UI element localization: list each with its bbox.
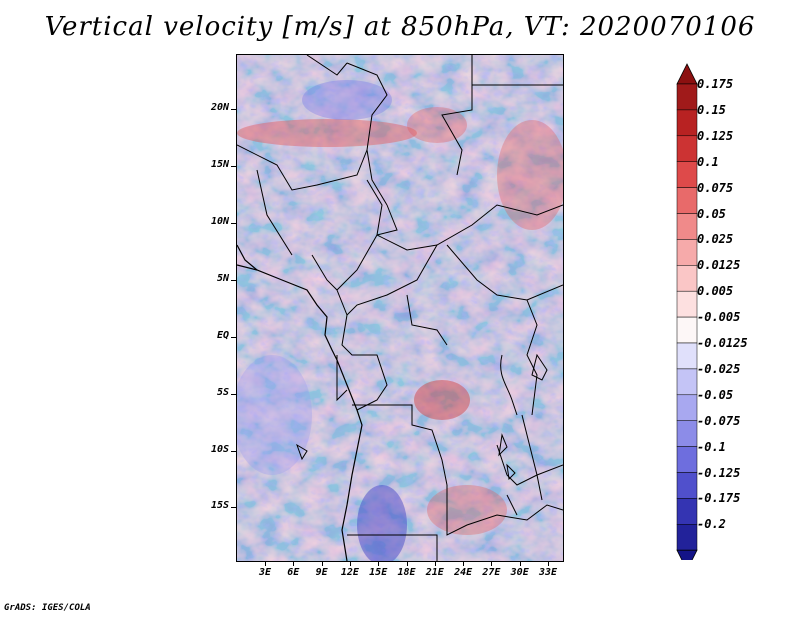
red-band-zambia	[427, 485, 507, 535]
chart-title: Vertical velocity [m/s] at 850hPa, VT: 2…	[44, 12, 756, 42]
lat-label-eq: EQ	[216, 330, 229, 341]
colorbar-label: 0.075	[697, 180, 734, 195]
colorbar-label: 0.05	[697, 206, 726, 221]
colorbar-swatch	[676, 213, 698, 240]
lon-label-18e: 18E	[397, 567, 416, 578]
lat-tick	[231, 166, 236, 167]
colorbar-label: -0.175	[697, 491, 741, 506]
colorbar-swatch	[676, 420, 698, 447]
lat-label-10s: 10S	[210, 444, 229, 455]
colorbar-label: -0.2	[697, 517, 726, 532]
lon-tick	[265, 562, 266, 566]
colorbar-swatch	[676, 161, 698, 188]
colorbar-label: 0.125	[697, 128, 734, 143]
colorbar-label: -0.05	[697, 387, 734, 402]
lat-tick	[231, 451, 236, 452]
red-band-north	[407, 107, 467, 143]
red-band-sudan	[497, 120, 563, 230]
lon-label-21e: 21E	[425, 567, 444, 578]
colorbar-label: 0.005	[697, 284, 734, 299]
colorbar-swatch	[676, 265, 698, 292]
colorbar-label: 0.15	[697, 102, 726, 117]
colorbar-swatch	[676, 524, 698, 551]
lon-tick	[548, 562, 549, 566]
colorbar-swatch	[676, 290, 698, 318]
colorbar-swatch	[676, 394, 698, 421]
lat-label-5n: 5N	[216, 273, 229, 284]
colorbar-label: -0.025	[697, 361, 741, 376]
lat-tick	[231, 337, 236, 338]
colorbar-label: -0.1	[697, 439, 726, 454]
lon-tick	[463, 562, 465, 566]
lon-tick	[434, 562, 436, 566]
colorbar-swatch	[676, 316, 698, 344]
colorbar-swatch	[676, 498, 698, 525]
lon-label-12e: 12E	[340, 567, 359, 578]
lon-label-24e: 24E	[454, 567, 473, 578]
colorbar-label: -0.005	[697, 310, 741, 325]
colorbar-top-arrow	[676, 63, 698, 85]
lon-tick	[321, 562, 323, 566]
red-band-drc	[414, 380, 470, 420]
lat-label-5s: 5S	[216, 387, 229, 398]
coastline	[237, 244, 363, 561]
lon-tick	[491, 562, 493, 566]
colorbar-swatch	[676, 83, 698, 111]
colorbar-swatch	[676, 368, 698, 396]
colorbar-label: 0.0125	[697, 258, 741, 273]
lon-label-33e: 33E	[538, 567, 558, 578]
lon-tick	[519, 562, 521, 566]
colorbar-label: 0.025	[697, 232, 734, 247]
lon-label-15e: 15E	[369, 567, 388, 578]
lon-tick	[349, 562, 351, 566]
map-panel	[236, 54, 564, 562]
colorbar-label: -0.125	[697, 465, 741, 480]
colorbar-swatch	[676, 446, 698, 473]
colorbar-bottom-arrow	[676, 549, 698, 560]
lat-label-10n: 10N	[210, 216, 229, 227]
lat-tick	[231, 280, 236, 281]
lat-label-15s: 15S	[210, 500, 229, 511]
blue-zone-chad	[302, 80, 392, 120]
colorbar-label: 0.1	[697, 154, 719, 169]
lon-tick	[293, 562, 295, 566]
red-band-sahel	[237, 119, 417, 147]
colorbar-swatch	[676, 135, 698, 162]
colorbar-swatch	[676, 239, 698, 266]
vertical-velocity-field	[237, 55, 563, 561]
lat-tick	[231, 223, 236, 224]
credit-label: GrADS: IGES/COLA	[4, 603, 91, 613]
colorbar-label: -0.0125	[697, 336, 748, 350]
blue-zone-ocean	[237, 355, 312, 475]
lon-label-27e: 27E	[482, 567, 501, 578]
lon-label-3e: 3E	[258, 567, 272, 578]
colorbar-swatch	[676, 109, 698, 137]
colorbar-swatches	[676, 63, 698, 560]
colorbar-swatch	[676, 342, 698, 370]
country-borders	[237, 55, 563, 561]
lon-tick	[378, 562, 380, 566]
lakes	[296, 353, 548, 501]
blue-zone-angola	[357, 485, 407, 561]
colorbar-swatch	[676, 472, 698, 499]
lat-label-20n: 20N	[210, 102, 229, 113]
lon-tick	[406, 562, 408, 566]
colorbar-swatch	[676, 187, 698, 214]
lon-label-30e: 30E	[510, 567, 529, 578]
lat-tick	[231, 109, 236, 110]
lat-label-15n: 15N	[210, 159, 229, 170]
colorbar-label: -0.075	[697, 413, 741, 428]
lat-tick	[231, 507, 236, 508]
lon-label-9e: 9E	[315, 567, 328, 578]
colorbar-label: 0.175	[697, 77, 734, 91]
lat-tick	[231, 394, 236, 395]
lon-label-6e: 6E	[287, 567, 300, 578]
